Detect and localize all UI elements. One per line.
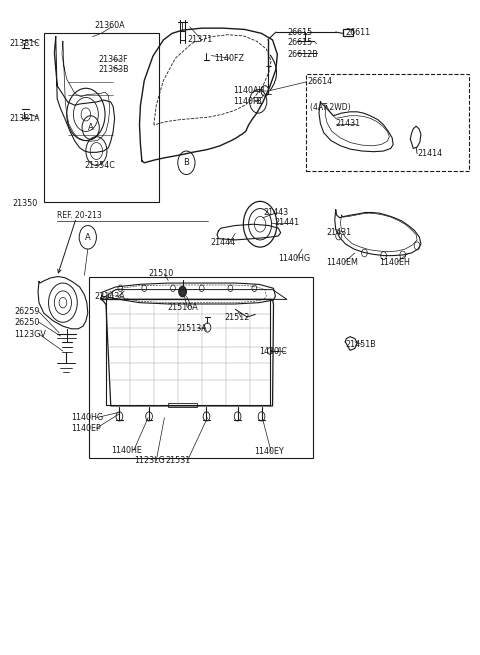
Text: 26615: 26615 [287, 28, 312, 37]
Text: 1123GV: 1123GV [14, 329, 46, 339]
Text: 22143A: 22143A [94, 292, 125, 301]
Text: 21363B: 21363B [99, 65, 130, 74]
Text: REF. 20-213: REF. 20-213 [57, 210, 102, 219]
Bar [168, 403, 197, 407]
Text: 26259: 26259 [14, 307, 39, 316]
Text: 26612B: 26612B [287, 50, 318, 59]
Bar [89, 276, 313, 458]
Text: 1140EP: 1140EP [72, 424, 101, 433]
Text: 1140FC: 1140FC [233, 97, 263, 106]
Text: 21512: 21512 [225, 312, 250, 322]
Text: 1140EM: 1140EM [326, 257, 358, 267]
Text: 1140HG: 1140HG [72, 413, 104, 422]
Text: 21414: 21414 [417, 149, 442, 158]
Text: A: A [88, 123, 94, 132]
Text: B: B [255, 97, 261, 106]
Text: 26615: 26615 [287, 38, 312, 47]
Text: (4AT 2WD): (4AT 2WD) [311, 103, 351, 113]
Text: 21381A: 21381A [9, 114, 40, 123]
Text: 1123LG: 1123LG [134, 457, 165, 465]
Text: 1140AH: 1140AH [233, 86, 264, 96]
Text: 1430JC: 1430JC [259, 346, 287, 356]
Text: 21363F: 21363F [99, 55, 129, 64]
Text: 21451B: 21451B [345, 340, 376, 349]
Text: 21350: 21350 [12, 199, 38, 208]
Text: 21381C: 21381C [9, 39, 40, 48]
Text: 21443: 21443 [263, 208, 288, 217]
Bar [343, 29, 353, 36]
Text: 1140FZ: 1140FZ [214, 54, 244, 63]
Text: 21510: 21510 [148, 269, 173, 278]
Text: 1140EH: 1140EH [379, 257, 409, 267]
Text: 26250: 26250 [14, 318, 39, 327]
Text: B: B [183, 159, 189, 167]
Text: 1140HE: 1140HE [111, 446, 142, 455]
Text: 21354C: 21354C [84, 161, 115, 170]
Circle shape [179, 286, 186, 297]
Text: 26611: 26611 [345, 28, 371, 37]
Text: 21444: 21444 [210, 238, 236, 247]
Text: 1140EY: 1140EY [254, 447, 284, 456]
Text: 21516A: 21516A [167, 303, 198, 312]
Text: 21431: 21431 [336, 119, 361, 128]
Text: A: A [85, 233, 91, 242]
Text: 21431: 21431 [326, 227, 351, 236]
Bar [44, 33, 158, 202]
Text: 21513A: 21513A [177, 324, 207, 333]
Text: 1140HG: 1140HG [278, 253, 311, 263]
Text: 21441: 21441 [275, 218, 300, 227]
Text: 21531: 21531 [166, 457, 191, 465]
Text: 26614: 26614 [307, 77, 332, 86]
Bar [306, 74, 469, 171]
Text: 21360A: 21360A [94, 21, 125, 30]
Text: 21371: 21371 [187, 35, 213, 45]
